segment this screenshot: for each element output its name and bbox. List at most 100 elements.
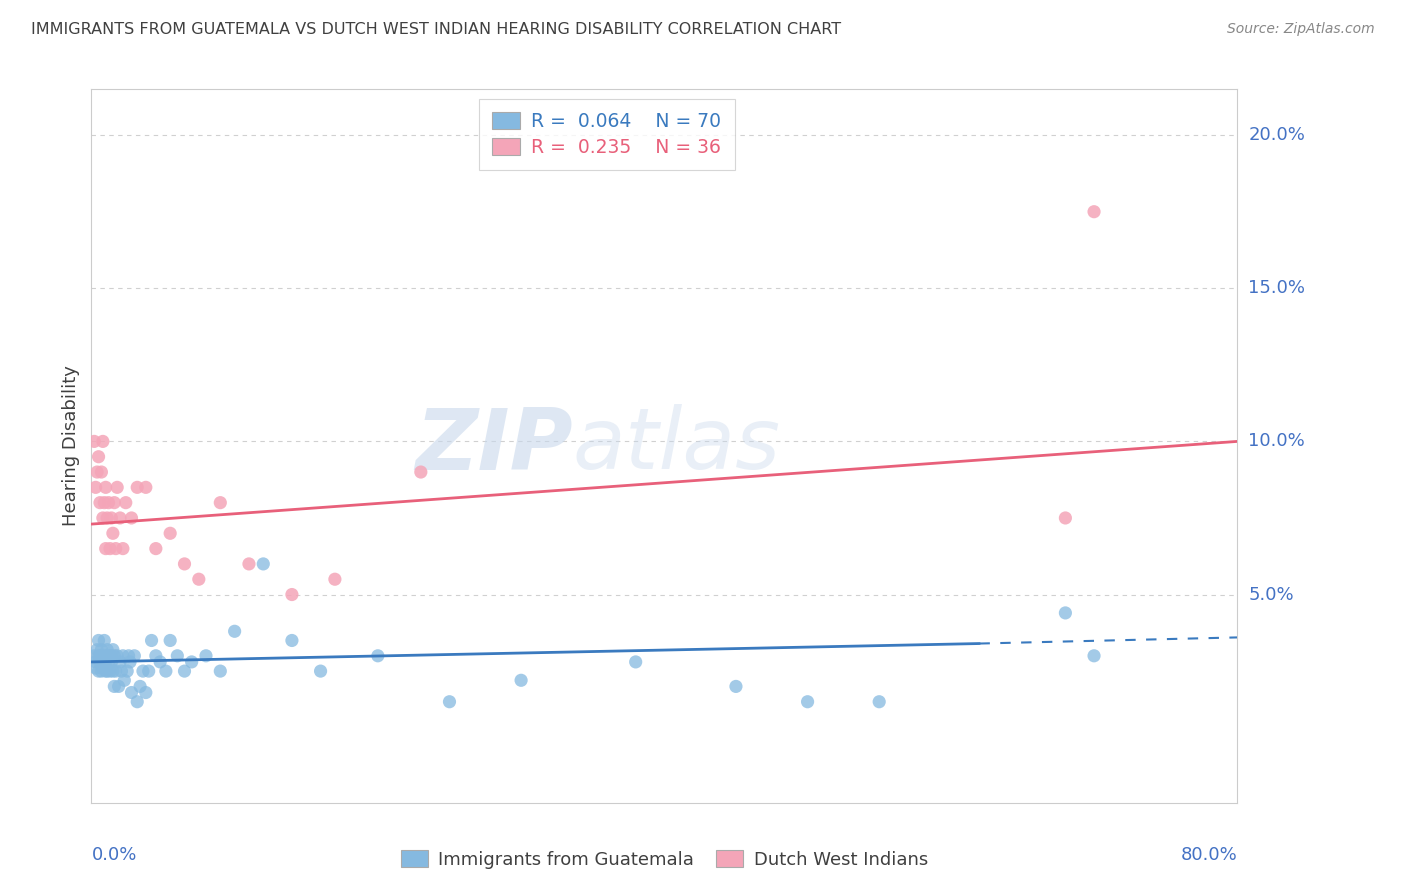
Point	[86, 465, 108, 479]
Point	[129, 680, 152, 694]
Point	[194, 648, 217, 663]
Point	[105, 480, 128, 494]
Point	[101, 664, 124, 678]
Point	[93, 655, 115, 669]
Point	[104, 541, 127, 556]
Point	[238, 557, 260, 571]
Point	[114, 496, 136, 510]
Point	[83, 648, 105, 663]
Text: 0.0%: 0.0%	[91, 846, 136, 863]
Point	[121, 511, 143, 525]
Point	[187, 572, 209, 586]
Point	[108, 655, 131, 669]
Point	[89, 496, 111, 510]
Point	[180, 655, 202, 669]
Point	[86, 642, 108, 657]
Point	[209, 496, 232, 510]
Point	[104, 664, 127, 678]
Point	[87, 664, 110, 678]
Point	[510, 673, 533, 688]
Point	[83, 434, 105, 449]
Point	[309, 664, 332, 678]
Point	[96, 511, 118, 525]
Point	[96, 642, 118, 657]
Point	[87, 648, 110, 663]
Point	[87, 633, 110, 648]
Point	[96, 664, 118, 678]
Point	[135, 685, 157, 699]
Text: IMMIGRANTS FROM GUATEMALA VS DUTCH WEST INDIAN HEARING DISABILITY CORRELATION CH: IMMIGRANTS FROM GUATEMALA VS DUTCH WEST …	[31, 22, 841, 37]
Point	[796, 695, 818, 709]
Point	[1083, 648, 1105, 663]
Point	[107, 680, 129, 694]
Point	[173, 557, 195, 571]
Point	[166, 648, 188, 663]
Point	[101, 526, 124, 541]
Point	[281, 588, 304, 602]
Point	[252, 557, 274, 571]
Text: atlas: atlas	[572, 404, 780, 488]
Y-axis label: Hearing Disability: Hearing Disability	[62, 366, 80, 526]
Point	[91, 511, 114, 525]
Point	[93, 633, 115, 648]
Point	[173, 664, 195, 678]
Point	[111, 541, 134, 556]
Point	[90, 642, 112, 657]
Legend: Immigrants from Guatemala, Dutch West Indians: Immigrants from Guatemala, Dutch West In…	[394, 843, 935, 876]
Point	[155, 664, 177, 678]
Text: 20.0%: 20.0%	[1249, 126, 1305, 145]
Point	[90, 465, 112, 479]
Point	[115, 664, 138, 678]
Point	[94, 480, 117, 494]
Point	[89, 655, 111, 669]
Text: 80.0%: 80.0%	[1181, 846, 1237, 863]
Point	[724, 680, 747, 694]
Point	[100, 511, 122, 525]
Text: Source: ZipAtlas.com: Source: ZipAtlas.com	[1227, 22, 1375, 37]
Point	[127, 480, 149, 494]
Point	[97, 496, 120, 510]
Point	[103, 680, 125, 694]
Point	[281, 633, 304, 648]
Point	[159, 526, 181, 541]
Point	[100, 655, 122, 669]
Point	[120, 655, 142, 669]
Point	[224, 624, 246, 639]
Point	[91, 434, 114, 449]
Point	[112, 673, 135, 688]
Point	[1083, 204, 1105, 219]
Point	[103, 648, 125, 663]
Point	[103, 496, 125, 510]
Point	[84, 661, 107, 675]
Point	[127, 695, 149, 709]
Point	[141, 633, 163, 648]
Point	[135, 480, 157, 494]
Point	[84, 655, 107, 669]
Point	[209, 664, 232, 678]
Point	[132, 664, 155, 678]
Point	[409, 465, 432, 479]
Point	[110, 664, 132, 678]
Text: 10.0%: 10.0%	[1249, 433, 1305, 450]
Point	[1054, 606, 1077, 620]
Point	[117, 648, 139, 663]
Point	[367, 648, 389, 663]
Point	[91, 648, 114, 663]
Point	[93, 496, 115, 510]
Point	[1054, 511, 1077, 525]
Point	[101, 642, 124, 657]
Text: ZIP: ZIP	[415, 404, 572, 488]
Point	[100, 648, 122, 663]
Text: 15.0%: 15.0%	[1249, 279, 1305, 297]
Point	[97, 648, 120, 663]
Point	[90, 664, 112, 678]
Point	[145, 541, 167, 556]
Point	[98, 648, 121, 663]
Point	[98, 664, 121, 678]
Point	[111, 648, 134, 663]
Point	[868, 695, 890, 709]
Point	[89, 648, 111, 663]
Point	[87, 450, 110, 464]
Text: 5.0%: 5.0%	[1249, 585, 1294, 604]
Point	[121, 685, 143, 699]
